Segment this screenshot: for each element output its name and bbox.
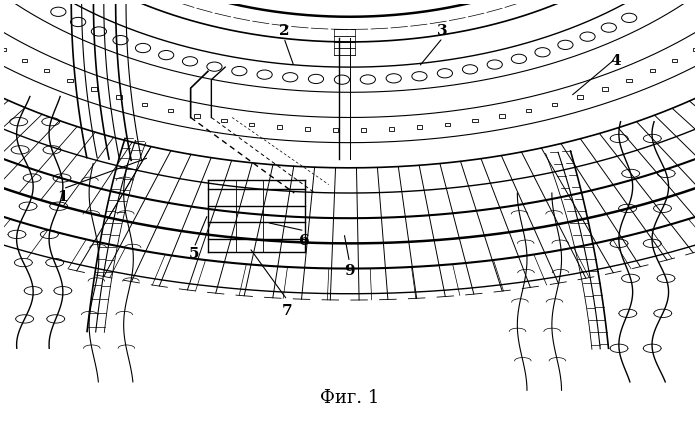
Text: 5: 5 <box>189 247 199 261</box>
Text: 2: 2 <box>279 24 289 39</box>
Bar <box>577 95 583 99</box>
Text: 7: 7 <box>282 303 293 318</box>
Bar <box>116 95 122 99</box>
Bar <box>92 87 96 91</box>
Text: 1: 1 <box>57 190 69 204</box>
Bar <box>194 114 200 118</box>
Bar <box>277 125 282 129</box>
Text: 4: 4 <box>610 54 621 68</box>
Text: 6: 6 <box>299 234 310 248</box>
Bar <box>333 128 338 132</box>
Bar <box>44 69 50 72</box>
Bar <box>445 123 450 126</box>
Bar <box>417 125 422 129</box>
Bar <box>389 128 394 131</box>
Bar <box>672 59 677 62</box>
Bar <box>67 79 73 82</box>
Bar <box>361 128 366 132</box>
Text: 3: 3 <box>438 24 448 39</box>
Bar <box>693 48 699 51</box>
Bar <box>552 103 557 106</box>
Text: 9: 9 <box>344 264 355 278</box>
Bar <box>0 48 6 51</box>
Bar <box>499 114 505 118</box>
Bar <box>626 79 632 82</box>
Text: Фиг. 1: Фиг. 1 <box>320 389 379 407</box>
Bar <box>249 123 254 126</box>
Bar <box>526 109 531 112</box>
Bar <box>649 69 655 72</box>
Bar <box>603 87 607 91</box>
Bar <box>22 59 27 62</box>
Bar <box>305 128 310 131</box>
Bar <box>168 109 173 112</box>
Bar <box>142 103 147 106</box>
Bar <box>222 119 227 122</box>
Bar <box>472 119 477 122</box>
